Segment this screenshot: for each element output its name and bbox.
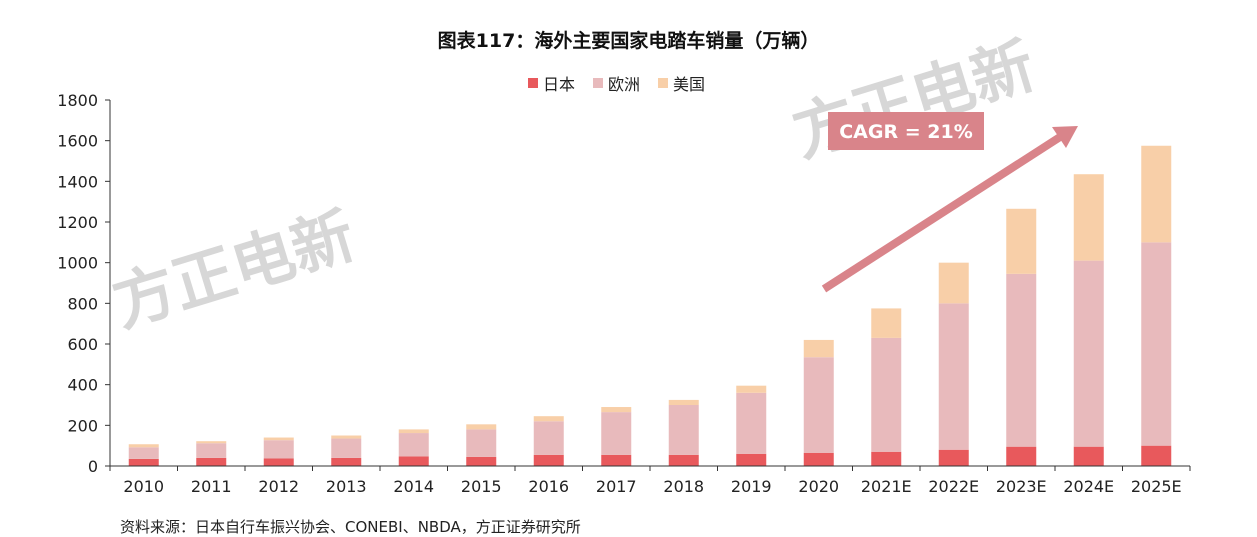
x-tick-label: 2012 xyxy=(258,477,299,496)
bar-segment xyxy=(871,451,902,466)
bar-segment xyxy=(1141,242,1172,446)
bar-segment xyxy=(533,454,564,466)
bar-segment xyxy=(1006,446,1037,466)
bar-segment xyxy=(466,429,497,457)
bar-segment xyxy=(1006,208,1037,274)
x-tick-label: 2018 xyxy=(663,477,704,496)
bar-segment xyxy=(398,433,429,457)
bar-segment xyxy=(601,454,632,466)
bar-segment xyxy=(803,357,834,453)
y-tick-label: 200 xyxy=(67,416,98,435)
legend-swatch-europe xyxy=(593,78,604,88)
bar-segment xyxy=(736,453,767,466)
cagr-label: CAGR = 21% xyxy=(839,121,973,143)
y-tick-label: 600 xyxy=(67,335,98,354)
x-tick-label: 2019 xyxy=(731,477,772,496)
bar-segment xyxy=(1073,260,1104,447)
bar-segment xyxy=(736,385,767,393)
watermark-text: 方正电新 xyxy=(104,198,363,340)
bar-segment xyxy=(601,407,632,413)
x-tick-label: 2025E xyxy=(1131,477,1182,496)
y-tick-label: 400 xyxy=(67,376,98,395)
x-tick-label: 2013 xyxy=(326,477,367,496)
bar-segment xyxy=(398,429,429,434)
source-note: 资料来源：日本自行车振兴协会、CONEBI、NBDA，方正证券研究所 xyxy=(120,518,581,536)
bar-segment xyxy=(196,457,227,466)
x-tick-label: 2015 xyxy=(461,477,502,496)
bar-segment xyxy=(1073,174,1104,261)
bar-segment xyxy=(533,416,564,422)
cagr-arrow xyxy=(821,133,1063,293)
legend: 日本 欧洲 美国 xyxy=(528,71,705,95)
bar-segment xyxy=(128,447,159,459)
bar-segment xyxy=(128,458,159,466)
bar-segment xyxy=(1141,145,1172,243)
bar-segment xyxy=(263,458,294,466)
y-tick-label: 800 xyxy=(67,294,98,313)
bar-segment xyxy=(466,424,497,430)
bar-segment xyxy=(331,435,362,439)
bar-segment xyxy=(871,308,902,338)
bar-segment xyxy=(668,454,699,466)
legend-item-japan: 日本 xyxy=(528,71,575,95)
bar-segment xyxy=(668,405,699,455)
legend-swatch-usa xyxy=(658,78,669,88)
bar-segment xyxy=(803,339,834,358)
bar-segment xyxy=(128,444,159,448)
x-tick-label: 2010 xyxy=(123,477,164,496)
bar-segment xyxy=(263,437,294,441)
legend-item-europe: 欧洲 xyxy=(593,71,640,95)
x-tick-label: 2014 xyxy=(393,477,434,496)
legend-label-usa: 美国 xyxy=(673,75,706,94)
bar-segment xyxy=(601,412,632,455)
x-tick-label: 2022E xyxy=(928,477,979,496)
bar-segment xyxy=(668,399,699,405)
y-tick-label: 1000 xyxy=(57,254,98,273)
x-tick-label: 2020 xyxy=(798,477,839,496)
chart-title: 图表117：海外主要国家电踏车销量（万辆） xyxy=(437,30,820,52)
x-tick-label: 2017 xyxy=(596,477,637,496)
cagr-box xyxy=(828,112,984,150)
legend-swatch-japan xyxy=(528,78,538,88)
cagr-arrow-head xyxy=(1052,126,1078,148)
legend-item-usa: 美国 xyxy=(658,71,705,95)
y-tick-label: 0 xyxy=(88,457,98,476)
bar-segment xyxy=(1006,273,1037,447)
bar-segment xyxy=(871,337,902,452)
bar-segment xyxy=(263,440,294,459)
y-tick-label: 1200 xyxy=(57,213,98,232)
legend-label-europe: 欧洲 xyxy=(608,75,641,94)
y-tick-label: 1800 xyxy=(57,91,98,110)
x-tick-label: 2011 xyxy=(191,477,232,496)
bar-segment xyxy=(938,262,969,304)
bar-segment xyxy=(938,303,969,450)
x-tick-label: 2016 xyxy=(528,477,569,496)
bar-segment xyxy=(1141,445,1172,466)
bar-segment xyxy=(331,438,362,458)
bar-segment xyxy=(803,452,834,466)
bar-segment xyxy=(736,392,767,454)
x-tick-label: 2023E xyxy=(996,477,1047,496)
x-tick-label: 2024E xyxy=(1063,477,1114,496)
bar-segment xyxy=(938,449,969,466)
bar-segment xyxy=(1073,446,1104,466)
bar-segment xyxy=(331,457,362,466)
bar-segment xyxy=(533,421,564,455)
bar-segment xyxy=(196,443,227,458)
y-tick-label: 1400 xyxy=(57,172,98,191)
bar-segment xyxy=(398,456,429,466)
bar-segment xyxy=(466,456,497,466)
legend-label-japan: 日本 xyxy=(543,75,576,94)
bar-segment xyxy=(196,441,227,444)
y-tick-label: 1600 xyxy=(57,132,98,151)
x-tick-label: 2021E xyxy=(861,477,912,496)
